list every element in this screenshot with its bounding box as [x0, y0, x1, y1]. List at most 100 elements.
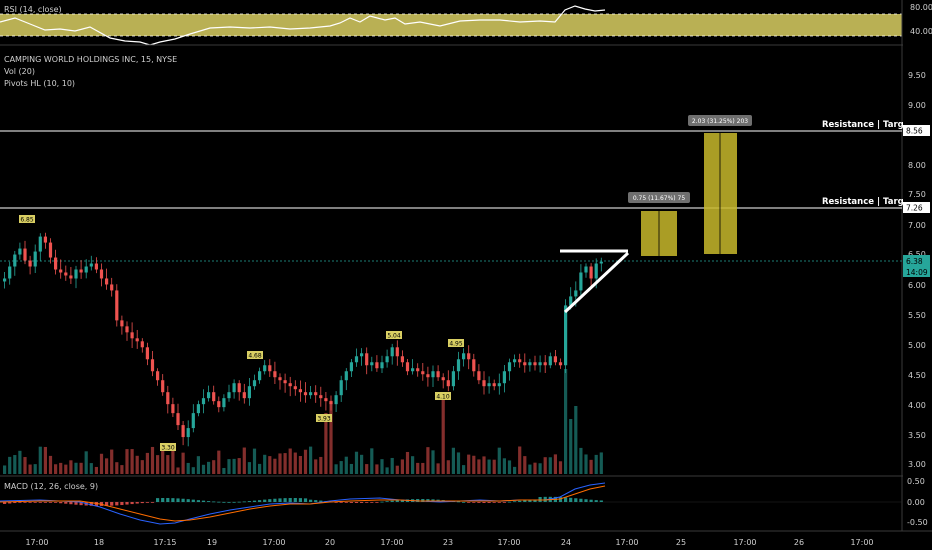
macd-histogram-bar	[140, 502, 144, 504]
candle	[161, 380, 165, 393]
volume-bar	[171, 450, 175, 474]
macd-histogram-bar	[110, 502, 114, 506]
volume-bar	[252, 448, 257, 474]
volume-bar	[135, 455, 139, 474]
candle	[533, 362, 537, 366]
macd-histogram-bar	[507, 501, 512, 503]
macd-histogram-bar	[207, 501, 211, 502]
macd-histogram-bar	[319, 500, 323, 502]
candle	[558, 362, 563, 366]
time-tick: 17:00	[850, 538, 873, 547]
time-tick: 17:00	[25, 538, 48, 547]
candle	[201, 398, 206, 405]
candle	[303, 392, 308, 396]
time-tick: 17:00	[380, 538, 403, 547]
candle	[472, 359, 476, 372]
candle	[242, 392, 246, 399]
candle	[329, 401, 333, 405]
volume-bar	[411, 456, 415, 474]
candles	[3, 232, 603, 447]
volume-bar	[28, 464, 32, 474]
macd-histogram-bar	[400, 499, 404, 502]
macd-histogram-bar	[543, 496, 547, 502]
candle	[237, 383, 241, 393]
volume-bar	[574, 406, 578, 474]
volume-bar	[426, 447, 430, 474]
volume-bar	[23, 457, 27, 474]
rsi-pane	[0, 0, 932, 46]
macd-histogram-bar	[201, 500, 206, 502]
time-tick: 23	[443, 538, 453, 547]
macd-histogram-bar	[349, 502, 353, 503]
volume-bar	[99, 453, 104, 474]
volume-bar	[543, 457, 547, 474]
volume-bar	[436, 463, 440, 474]
volume-bar	[487, 459, 491, 474]
macd-histogram-bar	[589, 499, 593, 502]
candle	[8, 266, 12, 279]
tag-last-price	[903, 255, 930, 277]
candle	[222, 398, 226, 408]
time-tick: 17:15	[153, 538, 176, 547]
candle	[268, 365, 272, 372]
macd-histogram-bar	[43, 502, 47, 503]
time-tick: 18	[94, 538, 104, 547]
volume-bar	[314, 459, 318, 474]
macd-histogram-bar	[564, 497, 568, 502]
candle	[513, 359, 517, 363]
volume-bar	[492, 459, 496, 474]
candle	[370, 362, 374, 366]
macd-histogram-bar	[599, 500, 603, 502]
volume-bar	[54, 464, 58, 474]
volume-bar	[59, 462, 63, 474]
volume-bar	[319, 456, 323, 474]
candle	[33, 251, 37, 267]
candle	[523, 362, 527, 366]
candle	[212, 392, 216, 402]
volume-bar	[181, 452, 185, 474]
macd-histogram-bar	[191, 499, 195, 502]
volume-bar	[334, 464, 338, 474]
candle	[3, 278, 7, 282]
macd-histogram-bar	[339, 502, 343, 503]
macd-histogram-bar	[518, 500, 522, 502]
volume-bar	[273, 458, 277, 474]
volume-bar	[538, 463, 542, 474]
rsi-tick-80: 80.00	[910, 3, 932, 12]
time-tick: 17:00	[733, 538, 756, 547]
candle	[487, 383, 491, 387]
macd-histogram-bar	[528, 499, 532, 502]
time-tick: 25	[676, 538, 686, 547]
candle	[421, 371, 425, 375]
macd-histogram-bar	[69, 502, 73, 505]
volume-bar	[431, 450, 435, 474]
price-tick: 5.00	[908, 341, 926, 350]
macd-histogram-bar	[252, 500, 257, 502]
macd-histogram-bar	[513, 501, 517, 503]
candle	[309, 392, 313, 396]
macd-histogram-bar	[395, 500, 399, 502]
volume-bar	[191, 467, 195, 474]
candle	[207, 392, 211, 399]
volume-bar	[283, 453, 287, 474]
candle	[79, 269, 83, 273]
candle	[38, 236, 42, 252]
volume-bar	[263, 454, 267, 474]
macd-histogram-bar	[360, 502, 364, 503]
time-tick: 19	[207, 538, 217, 547]
volume-bar	[446, 460, 450, 474]
macd-histogram-bar	[467, 502, 471, 503]
volume-bar	[513, 466, 517, 474]
candle	[110, 284, 114, 291]
volume-bars	[3, 369, 603, 474]
volume-bar	[105, 458, 109, 474]
volume-bar	[507, 460, 512, 474]
macd-histogram-bar	[196, 500, 200, 502]
macd-histogram-bar	[33, 502, 37, 503]
candle	[288, 383, 292, 387]
triangle-drawing	[560, 249, 630, 314]
volume-bar	[395, 465, 399, 474]
volume-bar	[365, 464, 369, 474]
candle	[354, 356, 359, 363]
